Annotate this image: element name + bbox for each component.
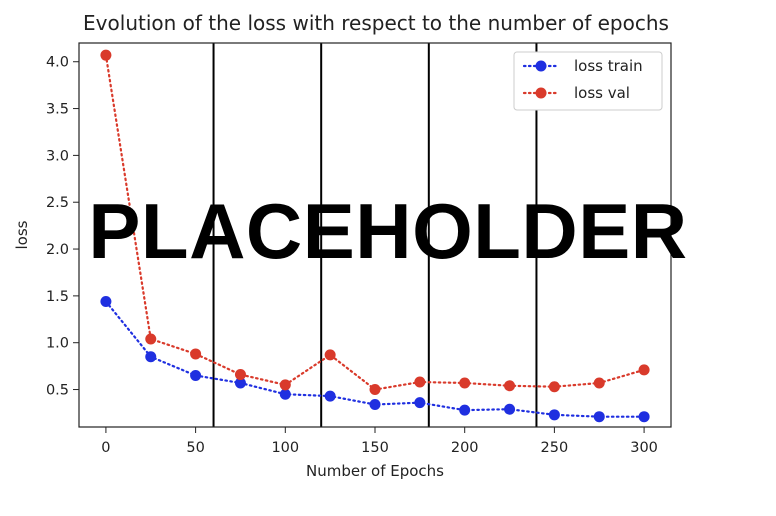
series-0-point-2	[190, 369, 202, 381]
series-1-point-0	[100, 49, 112, 61]
series-0-point-6	[369, 399, 381, 411]
series-1-point-7	[414, 376, 426, 388]
series-0-point-11	[593, 411, 605, 423]
x-tick-label-0: 0	[101, 440, 110, 456]
y-tick-label-4: 2.5	[46, 195, 69, 211]
legend-marker-1	[535, 87, 547, 99]
y-axis-label: loss	[13, 220, 31, 249]
series-0-point-4	[279, 388, 291, 400]
series-0-point-8	[459, 404, 471, 416]
y-tick-label-7: 4.0	[46, 55, 69, 71]
series-1-point-11	[593, 377, 605, 389]
series-1-point-1	[145, 333, 157, 345]
y-tick-label-1: 1.0	[46, 336, 69, 352]
placeholder-overlay-text: PLACEHOLDER	[88, 187, 688, 275]
series-0-point-5	[324, 390, 336, 402]
series-0-point-0	[100, 295, 112, 307]
series-1-point-10	[548, 381, 560, 393]
series-1-point-6	[369, 384, 381, 396]
legend-marker-0	[535, 60, 547, 72]
y-tick-label-0: 0.5	[46, 383, 69, 399]
y-tick-label-3: 2.0	[46, 242, 69, 258]
series-0-point-9	[504, 403, 516, 415]
legend: loss train loss val	[513, 51, 663, 111]
legend-label-0: loss train	[574, 57, 643, 75]
y-tick-label-2: 1.5	[46, 289, 69, 305]
legend-label-1: loss val	[574, 84, 630, 102]
series-0	[100, 295, 650, 423]
series-0-point-7	[414, 397, 426, 409]
series-0-point-10	[548, 409, 560, 421]
series-1	[100, 49, 650, 396]
series-0-point-12	[638, 411, 650, 423]
series-layer	[100, 49, 650, 423]
series-1-point-4	[279, 379, 291, 391]
series-1-point-2	[190, 348, 202, 360]
series-1-point-8	[459, 377, 471, 389]
y-axis-ticks: 0.5 1.0 1.5 2.0 2.5 3.0 3.5 4.0	[46, 55, 79, 399]
series-0-point-3	[234, 377, 246, 389]
chart-title: Evolution of the loss with respect to th…	[83, 11, 669, 35]
x-axis-label: Number of Epochs	[306, 462, 444, 480]
series-1-point-9	[504, 380, 516, 392]
x-tick-label-1: 50	[186, 440, 204, 456]
series-1-point-3	[234, 369, 246, 381]
legend-entries: loss train loss val	[522, 57, 643, 102]
x-tick-label-4: 200	[451, 440, 479, 456]
y-tick-label-6: 3.5	[46, 102, 69, 118]
x-tick-label-2: 100	[271, 440, 299, 456]
x-tick-label-5: 250	[541, 440, 569, 456]
x-tick-label-6: 300	[630, 440, 658, 456]
y-tick-label-5: 3.0	[46, 148, 69, 164]
series-1-point-12	[638, 364, 650, 376]
x-tick-label-3: 150	[361, 440, 389, 456]
series-0-point-1	[145, 351, 157, 363]
series-1-point-5	[324, 349, 336, 361]
x-axis-ticks: 0 50 100 150 200 250 300	[101, 427, 658, 456]
